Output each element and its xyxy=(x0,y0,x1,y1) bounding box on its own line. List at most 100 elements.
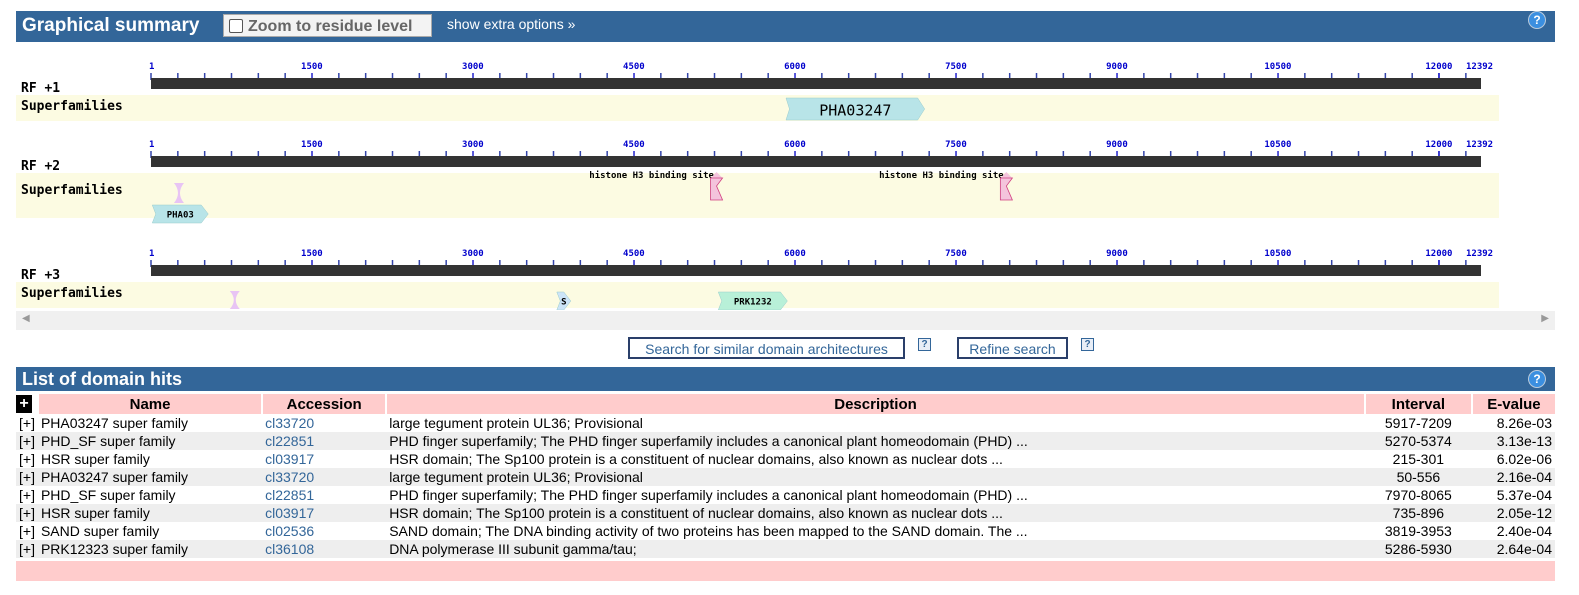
table-cell: cl36108 xyxy=(262,540,387,558)
superfamilies-label: Superfamilies xyxy=(21,99,123,114)
row-expand-toggle[interactable]: [+] xyxy=(19,469,35,485)
sequence-bar xyxy=(151,156,1481,167)
column-header-evalue[interactable]: E-value xyxy=(1470,394,1555,414)
hit-interval: 5270-5374 xyxy=(1384,433,1452,449)
ruler-tick-label: 10500 xyxy=(1264,249,1291,259)
table-cell: 2.64e-04 xyxy=(1471,540,1555,558)
row-expand-toggle[interactable]: [+] xyxy=(19,451,35,467)
hit-accession-link[interactable]: cl33720 xyxy=(265,415,315,431)
table-cell: [+] xyxy=(16,468,38,486)
zoom-residue-toggle[interactable]: Zoom to residue level xyxy=(223,14,432,37)
domain-mark[interactable] xyxy=(229,291,240,309)
hit-accession-link[interactable]: cl03917 xyxy=(265,505,315,521)
scroll-right-arrow-icon[interactable]: ▶ xyxy=(1541,313,1549,324)
ruler-tick-label: 6000 xyxy=(784,140,806,150)
column-header-description[interactable]: Description xyxy=(385,394,1365,414)
row-expand-toggle[interactable]: [+] xyxy=(19,523,35,539)
row-expand-toggle[interactable]: [+] xyxy=(19,415,35,431)
hit-description: DNA polymerase III subunit gamma/tau; xyxy=(389,541,637,557)
table-row: [+] HSR super family cl03917 HSR domain; Th… xyxy=(16,504,1555,522)
ruler-tick-label: 12000 xyxy=(1425,62,1452,72)
hit-name: PHA03247 super family xyxy=(40,415,189,431)
hit-accession-link[interactable]: cl03917 xyxy=(265,451,315,467)
row-expand-toggle[interactable]: [+] xyxy=(19,487,35,503)
ruler-tick-label: 1 xyxy=(149,249,154,259)
table-cell: 3.13e-13 xyxy=(1471,432,1555,450)
hit-description: PHD finger superfamily; The PHD finger s… xyxy=(389,487,1028,503)
hit-name: PHA03247 super family xyxy=(40,469,189,485)
ruler-tick-label: 3000 xyxy=(462,140,484,150)
table-cell: HSR super family xyxy=(37,504,263,522)
domain-hits-table: + Name Accession Description Interval E-… xyxy=(16,394,1555,558)
table-cell: cl02536 xyxy=(262,522,387,540)
domain-mark[interactable] xyxy=(999,177,1014,201)
table-cell: [+] xyxy=(16,540,38,558)
domain-mark[interactable] xyxy=(710,177,724,201)
hit-accession-link[interactable]: cl36108 xyxy=(265,541,315,557)
table-cell: 6.02e-06 xyxy=(1471,450,1555,468)
hit-interval: 3819-3953 xyxy=(1384,523,1452,539)
row-expand-toggle[interactable]: [+] xyxy=(19,433,35,449)
help-icon[interactable]: ? xyxy=(1528,370,1546,388)
domain-graphic: 1 1500 3000 4500 6000 7500 9000 10500 12000 12392… xyxy=(16,54,1555,310)
domain-hits-title: List of domain hits xyxy=(22,369,182,389)
domain-label: PRK1232 xyxy=(734,298,772,308)
table-cell: SAND domain; The DNA binding activity of… xyxy=(386,522,1365,540)
refine-help-icon[interactable]: ? xyxy=(1081,338,1094,351)
similar-help-icon[interactable]: ? xyxy=(918,338,931,351)
scroll-left-arrow-icon[interactable]: ◀ xyxy=(22,313,30,324)
hit-name: HSR super family xyxy=(40,505,150,521)
ruler-tick-label: 7500 xyxy=(945,62,967,72)
reading-frame-label: RF +3 xyxy=(21,268,60,283)
ruler-tick-label: 4500 xyxy=(623,62,645,72)
domain-arrow[interactable] xyxy=(556,291,572,310)
domain-arrow[interactable] xyxy=(717,291,788,310)
ruler-tick-label: 4500 xyxy=(623,140,645,150)
domain-arrow[interactable] xyxy=(785,97,925,121)
horizontal-scrollbar[interactable]: ◀ ▶ xyxy=(16,311,1555,330)
table-cell: cl03917 xyxy=(262,504,387,522)
domain-arrow[interactable] xyxy=(151,204,209,224)
table-cell: PHD_SF super family xyxy=(37,486,263,504)
ruler-tick-label: 12000 xyxy=(1425,140,1452,150)
hit-accession-link[interactable]: cl02536 xyxy=(265,523,315,539)
hit-interval: 5917-7209 xyxy=(1384,415,1452,431)
refine-search-button[interactable]: Refine search xyxy=(957,337,1068,359)
expand-all-icon[interactable]: + xyxy=(16,395,32,413)
zoom-label: Zoom to residue level xyxy=(248,18,413,35)
hit-interval: 7970-8065 xyxy=(1384,487,1452,503)
table-cell: large tegument protein UL36; Provisional xyxy=(386,468,1365,486)
column-header-name[interactable]: Name xyxy=(36,394,263,414)
table-row: [+] HSR super family cl03917 HSR domain; Th… xyxy=(16,450,1555,468)
graphical-summary-title: Graphical summary xyxy=(22,15,200,36)
table-row: [+] PRK12323 super family cl36108 DNA polym… xyxy=(16,540,1555,558)
table-footer xyxy=(16,561,1555,581)
hit-name: SAND super family xyxy=(40,523,160,539)
column-header-accession[interactable]: Accession xyxy=(261,394,387,414)
table-cell: 5917-7209 xyxy=(1364,414,1472,432)
table-cell: [+] xyxy=(16,486,38,504)
table-cell: [+] xyxy=(16,432,38,450)
ruler-tick-label: 10500 xyxy=(1264,62,1291,72)
table-cell: cl33720 xyxy=(262,414,387,432)
table-row: [+] PHD_SF super family cl22851 PHD finger … xyxy=(16,432,1555,450)
row-expand-toggle[interactable]: [+] xyxy=(19,541,35,557)
table-cell: 735-896 xyxy=(1364,504,1472,522)
search-similar-architectures-button[interactable]: Search for similar domain architectures xyxy=(628,337,905,359)
ruler-tick-label: 10500 xyxy=(1264,140,1291,150)
ruler-tick-label: 3000 xyxy=(462,62,484,72)
ruler-tick-label: 9000 xyxy=(1106,249,1128,259)
hit-accession-link[interactable]: cl22851 xyxy=(265,487,315,503)
row-expand-toggle[interactable]: [+] xyxy=(19,505,35,521)
table-row: [+] PHA03247 super family cl33720 large teg… xyxy=(16,414,1555,432)
reading-frame-label: RF +1 xyxy=(21,81,60,96)
zoom-checkbox[interactable] xyxy=(229,19,243,33)
superfamilies-label: Superfamilies xyxy=(21,183,123,198)
hit-accession-link[interactable]: cl22851 xyxy=(265,433,315,449)
help-icon[interactable]: ? xyxy=(1528,11,1546,29)
column-header-interval[interactable]: Interval xyxy=(1363,394,1472,414)
table-cell: 215-301 xyxy=(1364,450,1472,468)
hit-accession-link[interactable]: cl33720 xyxy=(265,469,315,485)
domain-mark[interactable] xyxy=(173,183,184,203)
show-extra-options-link[interactable]: show extra options » xyxy=(447,16,576,32)
